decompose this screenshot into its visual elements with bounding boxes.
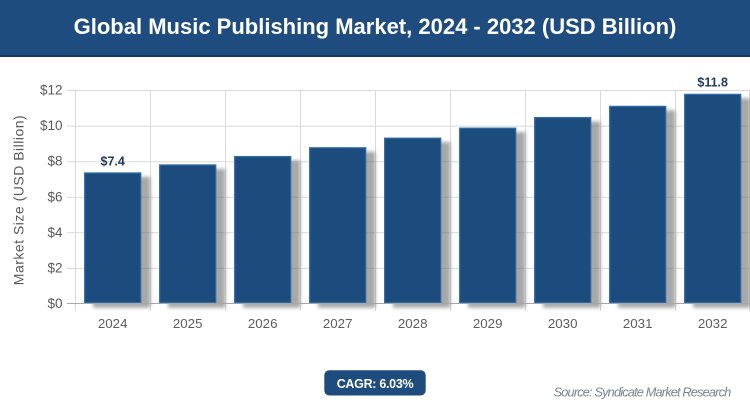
svg-text:$8: $8 <box>47 154 62 169</box>
svg-text:2027: 2027 <box>323 316 353 331</box>
svg-text:2025: 2025 <box>173 316 203 331</box>
svg-text:Market Size (USD Billion): Market Size (USD Billion) <box>11 115 27 285</box>
svg-text:Global Music Publishing Market: Global Music Publishing Market, 2024 - 2… <box>74 14 677 39</box>
svg-text:2029: 2029 <box>473 316 503 331</box>
svg-text:2030: 2030 <box>548 316 578 331</box>
svg-text:2024: 2024 <box>98 316 128 331</box>
svg-text:$0: $0 <box>47 296 62 311</box>
svg-text:2028: 2028 <box>398 316 428 331</box>
svg-text:$12: $12 <box>40 83 63 98</box>
svg-text:$2: $2 <box>47 260 62 275</box>
svg-text:2031: 2031 <box>623 316 653 331</box>
svg-text:CAGR: 6.03%: CAGR: 6.03% <box>337 377 414 391</box>
svg-text:$4: $4 <box>47 225 63 240</box>
svg-text:Source: Syndicate Market Resea: Source: Syndicate Market Research <box>554 384 732 399</box>
svg-text:2026: 2026 <box>248 316 278 331</box>
svg-text:$11.8: $11.8 <box>697 76 728 90</box>
svg-text:$7.4: $7.4 <box>101 155 125 169</box>
svg-text:$10: $10 <box>40 118 63 133</box>
svg-text:$6: $6 <box>47 189 62 204</box>
svg-text:2032: 2032 <box>698 316 728 331</box>
